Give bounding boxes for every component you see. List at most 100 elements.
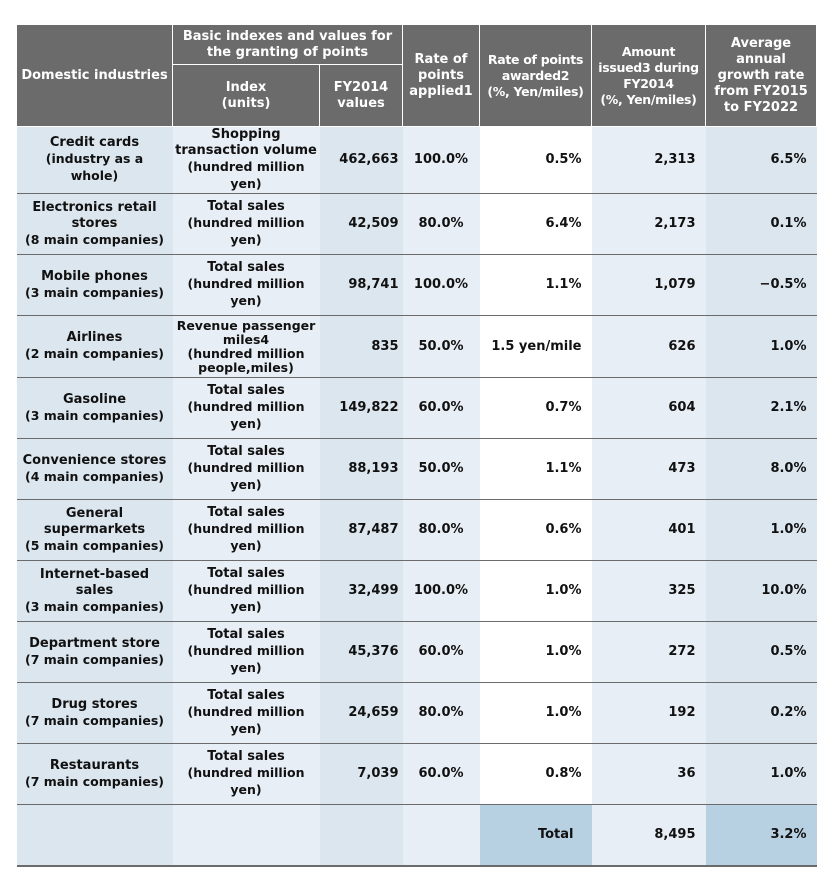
rate-awarded: 1.0% bbox=[479, 682, 592, 744]
fy2014-value: 88,193 bbox=[319, 438, 403, 500]
index-units: (hundred million yen) bbox=[187, 582, 305, 614]
amount-issued: 272 bbox=[591, 621, 706, 683]
total-row: Total 8,495 3.2% bbox=[16, 804, 817, 867]
total-empty-cell bbox=[402, 804, 480, 867]
industry-name: Airlines bbox=[66, 330, 123, 345]
fy2014-value: 24,659 bbox=[319, 682, 403, 744]
total-empty-cell bbox=[16, 804, 173, 867]
industry-name: Credit cards bbox=[49, 135, 140, 150]
index-name: Total sales bbox=[207, 444, 285, 459]
industry-cell: Convenience stores (4 main companies) bbox=[16, 438, 173, 500]
header-avg-growth: Average annual growth rate from FY2015 t… bbox=[705, 24, 817, 127]
industry-cell: Airlines (2 main companies) bbox=[16, 315, 173, 378]
industry-sub: (5 main companies) bbox=[25, 537, 164, 553]
amount-issued: 2,173 bbox=[591, 193, 706, 255]
amount-issued: 192 bbox=[591, 682, 706, 744]
rate-awarded: 0.8% bbox=[479, 743, 592, 805]
industry-cell: Electronics retail stores (8 main compani… bbox=[16, 193, 173, 255]
total-growth: 3.2% bbox=[705, 804, 817, 867]
rate-awarded: 0.7% bbox=[479, 377, 592, 439]
industry-name: Convenience stores bbox=[22, 452, 167, 468]
rate-awarded: 1.1% bbox=[479, 438, 592, 500]
growth-rate: 10.0% bbox=[705, 560, 817, 622]
index-units: (hundred million yen) bbox=[187, 399, 305, 431]
index-units: (hundred million yen) bbox=[187, 215, 305, 247]
header-index-units: (units) bbox=[221, 95, 271, 111]
fy2014-value: 32,499 bbox=[319, 560, 403, 622]
growth-rate: −0.5% bbox=[705, 254, 817, 316]
industry-cell: Gasoline (3 main companies) bbox=[16, 377, 173, 439]
header-fy2014: FY2014 values bbox=[319, 64, 403, 127]
index-cell: Total sales (hundred million yen) bbox=[172, 499, 320, 561]
header-rate-awarded: Rate of points awarded2 (%, Yen/miles) bbox=[479, 24, 592, 127]
rate-applied: 50.0% bbox=[402, 315, 480, 378]
growth-rate: 1.0% bbox=[705, 499, 817, 561]
industry-name: Internet-based sales bbox=[39, 566, 150, 598]
amount-issued: 2,313 bbox=[591, 126, 706, 194]
table-row: Credit cards (industry as a whole) Shoppi… bbox=[16, 126, 817, 194]
amount-issued: 473 bbox=[591, 438, 706, 500]
rate-awarded: 1.0% bbox=[479, 621, 592, 683]
fy2014-value: 98,741 bbox=[319, 254, 403, 316]
fy2014-value: 45,376 bbox=[319, 621, 403, 683]
index-cell: Total sales (hundred million yen) bbox=[172, 438, 320, 500]
industry-sub: (7 main companies) bbox=[25, 712, 164, 728]
growth-rate: 0.2% bbox=[705, 682, 817, 744]
index-cell: Total sales (hundred million yen) bbox=[172, 682, 320, 744]
header-index-label: Index bbox=[225, 79, 267, 95]
rate-applied: 80.0% bbox=[402, 193, 480, 255]
index-units: (hundred million yen) bbox=[187, 521, 305, 553]
industry-cell: Department store (7 main companies) bbox=[16, 621, 173, 683]
total-amount: 8,495 bbox=[591, 804, 706, 867]
industry-name: Electronics retail stores bbox=[32, 199, 157, 231]
industry-sub: (2 main companies) bbox=[25, 346, 164, 361]
rate-applied: 60.0% bbox=[402, 743, 480, 805]
index-cell: Revenue passenger miles4 (hundred million… bbox=[172, 315, 320, 378]
table-row: General supermarkets (5 main companies) T… bbox=[16, 499, 817, 561]
table-row: Internet-based sales (3 main companies) T… bbox=[16, 560, 817, 622]
index-cell: Total sales (hundred million yen) bbox=[172, 377, 320, 439]
index-cell: Total sales (hundred million yen) bbox=[172, 254, 320, 316]
industry-sub: (3 main companies) bbox=[25, 407, 164, 423]
amount-issued: 325 bbox=[591, 560, 706, 622]
table-row: Electronics retail stores (8 main compani… bbox=[16, 193, 817, 255]
industry-name: Gasoline bbox=[62, 391, 127, 407]
industry-name: Department store bbox=[29, 635, 160, 651]
rate-applied: 100.0% bbox=[402, 560, 480, 622]
index-units: (hundred million yen) bbox=[187, 643, 305, 675]
index-name: Shopping transaction volume bbox=[175, 127, 317, 158]
header-amount-issued-label: Amount issued3 during FY2014 bbox=[598, 43, 699, 91]
industry-sub: (3 main companies) bbox=[25, 284, 164, 300]
fy2014-value: 7,039 bbox=[319, 743, 403, 805]
rate-applied: 80.0% bbox=[402, 682, 480, 744]
total-empty-cell bbox=[319, 804, 403, 867]
industry-name: General supermarkets bbox=[43, 505, 146, 537]
table-row: Airlines (2 main companies) Revenue passe… bbox=[16, 315, 817, 378]
fy2014-value: 835 bbox=[319, 315, 403, 378]
industry-cell: Drug stores (7 main companies) bbox=[16, 682, 173, 744]
index-name: Total sales bbox=[207, 688, 285, 703]
industry-name: Restaurants bbox=[49, 757, 140, 773]
header-amount-issued-units: (%, Yen/miles) bbox=[600, 91, 697, 107]
amount-issued: 604 bbox=[591, 377, 706, 439]
fy2014-value: 149,822 bbox=[319, 377, 403, 439]
table-row: Restaurants (7 main companies) Total sale… bbox=[16, 743, 817, 805]
index-name: Total sales bbox=[207, 260, 285, 275]
rate-applied: 50.0% bbox=[402, 438, 480, 500]
industry-sub: (8 main companies) bbox=[25, 231, 164, 247]
header-rate-awarded-label: Rate of points awarded2 bbox=[487, 51, 584, 83]
index-cell: Total sales (hundred million yen) bbox=[172, 560, 320, 622]
index-units: (hundred million yen) bbox=[187, 765, 305, 797]
rate-awarded: 1.1% bbox=[479, 254, 592, 316]
amount-issued: 401 bbox=[591, 499, 706, 561]
index-name: Total sales bbox=[207, 505, 285, 520]
growth-rate: 6.5% bbox=[705, 126, 817, 194]
index-cell: Shopping transaction volume (hundred mill… bbox=[172, 126, 320, 194]
header-basic-group: Basic indexes and values for the grantin… bbox=[172, 24, 403, 65]
header-amount-issued: Amount issued3 during FY2014 (%, Yen/mil… bbox=[591, 24, 706, 127]
table-row: Drug stores (7 main companies) Total sale… bbox=[16, 682, 817, 744]
fy2014-value: 42,509 bbox=[319, 193, 403, 255]
amount-issued: 626 bbox=[591, 315, 706, 378]
growth-rate: 2.1% bbox=[705, 377, 817, 439]
index-units: (hundred million yen) bbox=[187, 276, 305, 308]
